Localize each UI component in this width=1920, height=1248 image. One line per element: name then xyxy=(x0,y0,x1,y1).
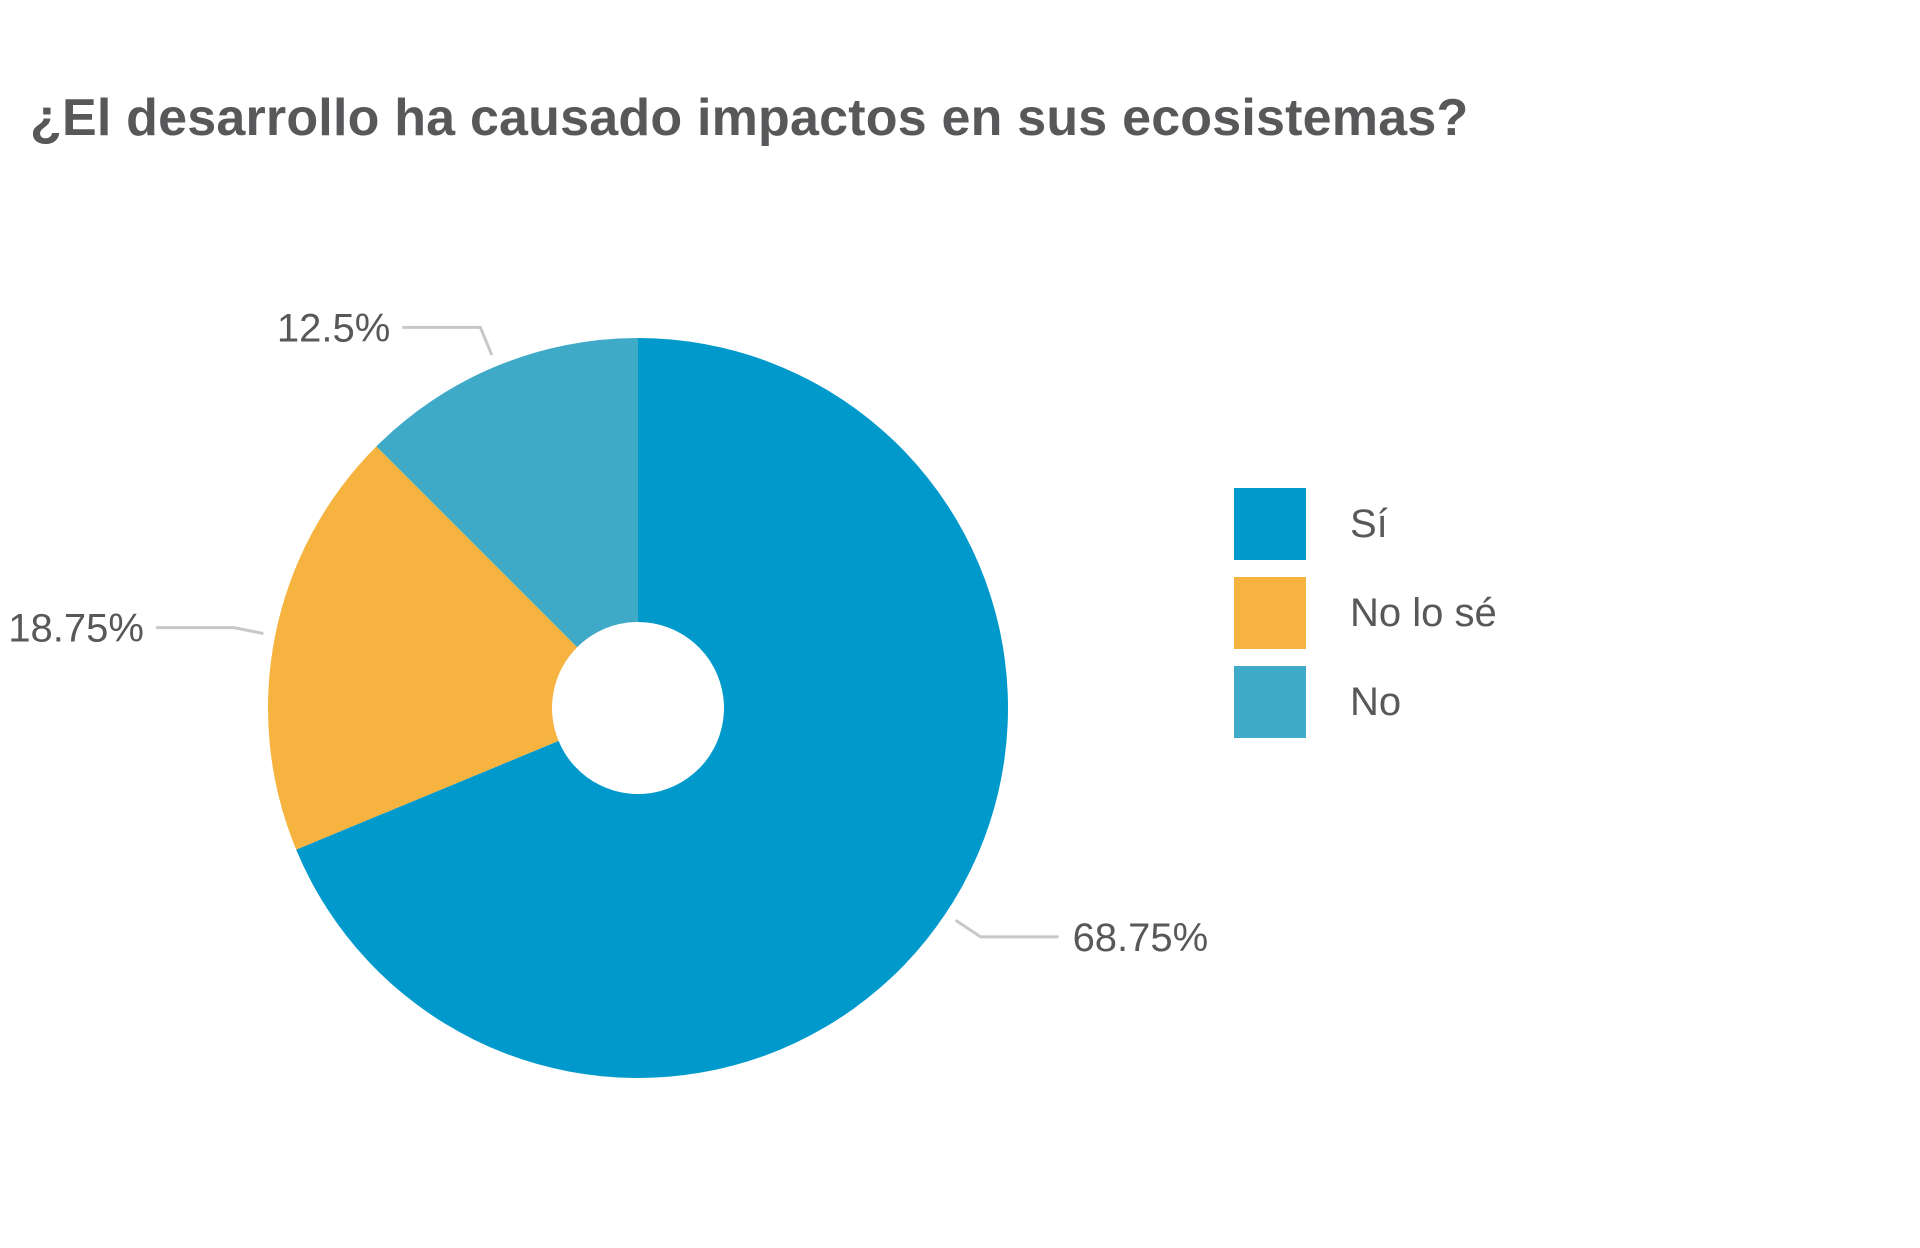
chart-title: ¿El desarrollo ha causado impactos en su… xyxy=(30,89,1469,147)
legend-item-si: Sí xyxy=(1234,488,1734,560)
legend-item-no-lo-se: No lo sé xyxy=(1234,577,1734,649)
legend-swatch-no xyxy=(1234,666,1306,738)
slice-si xyxy=(296,338,1009,1079)
leader-line-si xyxy=(954,918,1059,939)
legend-label-no: No xyxy=(1350,679,1402,724)
data-label-no-lo-se: 18.75% xyxy=(8,607,144,651)
legend-item-no: No xyxy=(1234,666,1734,738)
legend-swatch-si xyxy=(1234,488,1306,560)
slice-no-lo-se xyxy=(267,446,578,850)
legend-label-si: Sí xyxy=(1350,501,1388,546)
leader-line-no-lo-se xyxy=(155,626,264,635)
legend-swatch-no-lo-se xyxy=(1234,577,1306,649)
data-label-si: 68.75% xyxy=(1073,916,1209,960)
data-label-no: 12.5% xyxy=(277,306,390,350)
slice-no xyxy=(376,338,638,648)
leader-line-no xyxy=(402,325,494,356)
legend: Sí No lo sé No xyxy=(1234,488,1734,755)
legend-label-no-lo-se: No lo sé xyxy=(1350,590,1497,635)
